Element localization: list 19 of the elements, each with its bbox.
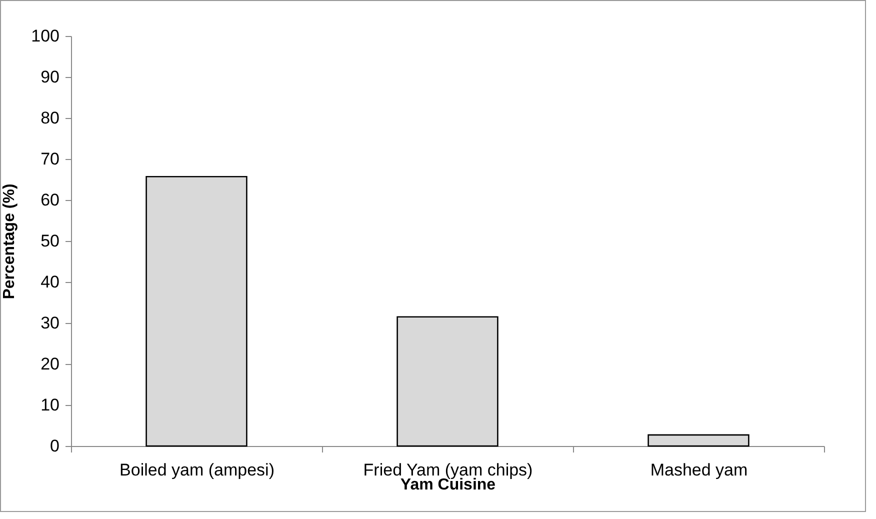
y-axis-title: Percentage (%)	[1, 184, 18, 300]
y-tick-label: 0	[50, 436, 60, 456]
y-tick-label: 100	[31, 26, 60, 46]
y-tick-label: 20	[40, 354, 60, 374]
bar	[648, 434, 750, 447]
y-tick-label: 80	[40, 108, 60, 128]
y-tick-label: 10	[40, 396, 60, 414]
y-tick-label: 50	[40, 232, 60, 250]
y-tick-label: 70	[40, 150, 60, 168]
y-tick-label: 90	[40, 68, 60, 86]
y-tick-label: 60	[40, 190, 60, 210]
y-tick-label: 40	[40, 272, 60, 292]
bar	[396, 316, 498, 447]
x-tick-label: Fried Yam (yam chips)	[363, 460, 533, 480]
y-tick-label: 30	[40, 314, 60, 332]
bar	[146, 176, 248, 447]
x-tick-label: Mashed yam	[650, 460, 748, 480]
x-tick-label: Boiled yam (ampesi)	[120, 460, 274, 480]
x-axis-title: Yam Cuisine	[400, 476, 496, 494]
